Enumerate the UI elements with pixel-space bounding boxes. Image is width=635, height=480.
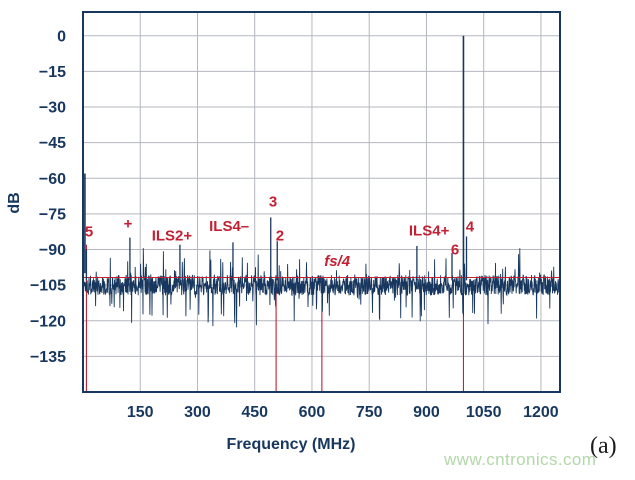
x-tick-label: 450 [241, 404, 268, 421]
spur-annotation: 3 [269, 194, 277, 211]
spur-annotation: 5 [85, 224, 93, 241]
x-tick-label: 750 [356, 404, 383, 421]
x-tick-label: 300 [184, 404, 211, 421]
y-tick-label: −30 [39, 100, 66, 117]
y-axis-title: dB [6, 192, 23, 214]
spur-annotation: + [124, 215, 133, 232]
x-tick-label: 600 [299, 404, 326, 421]
plot-frame [82, 11, 561, 393]
y-tick-label: −135 [30, 349, 66, 366]
y-tick-label: −15 [39, 64, 66, 81]
spur-annotation: 2 [276, 228, 284, 245]
figure-label: (a) [590, 433, 617, 459]
spur-annotation: ILS4+ [409, 222, 450, 239]
y-tick-label: −105 [30, 278, 66, 295]
y-tick-label: −90 [39, 242, 66, 259]
y-tick-label: −120 [30, 313, 66, 330]
spur-annotation: ILS4– [209, 218, 249, 235]
x-tick-label: 1200 [523, 404, 559, 421]
y-tick-label: −45 [39, 135, 66, 152]
watermark: www.cntronics.com [444, 450, 597, 469]
spur-annotation: fs/4 [324, 253, 351, 270]
spur-annotation: 6 [451, 242, 459, 259]
x-tick-label: 150 [127, 404, 154, 421]
y-tick-label: −75 [39, 206, 66, 223]
x-tick-label: 900 [413, 404, 440, 421]
spur-annotation: ILS2+ [152, 228, 193, 245]
y-tick-label: 0 [57, 28, 66, 45]
x-axis-title: Frequency (MHz) [226, 436, 356, 453]
y-tick-label: −60 [39, 171, 66, 188]
x-tick-label: 1050 [466, 404, 502, 421]
noise-trace [82, 248, 561, 328]
spur-annotation: 4 [466, 219, 475, 236]
